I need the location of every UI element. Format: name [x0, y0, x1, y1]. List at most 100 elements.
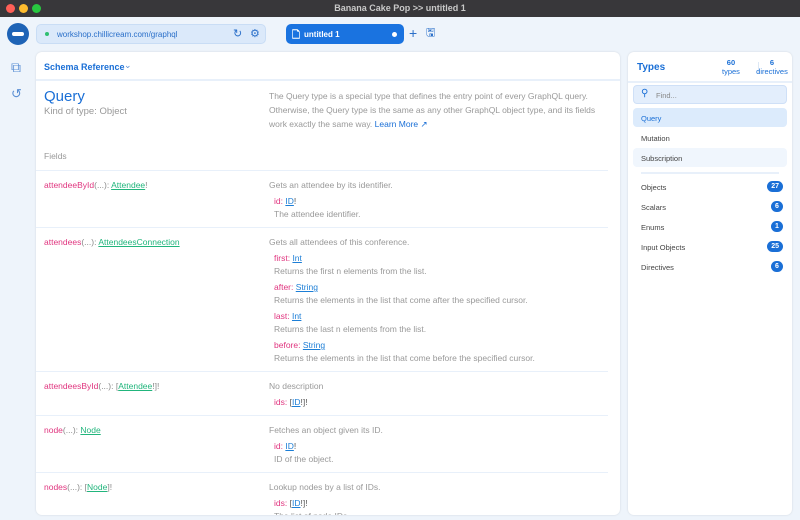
schema-reference-header[interactable]: Schema Reference ⌄	[36, 52, 620, 81]
argument: after: String Returns the elements in the…	[274, 282, 608, 305]
category-input-objects[interactable]: Input Objects 25	[641, 241, 783, 252]
divider	[628, 81, 792, 83]
colon: :	[284, 498, 290, 508]
operation-query[interactable]: Query	[633, 108, 787, 127]
type-prefix: [	[115, 381, 119, 391]
tab-untitled-1[interactable]: 🗋 untitled 1	[286, 24, 404, 44]
gear-icon[interactable]: ⚙	[250, 28, 260, 40]
category-objects[interactable]: Objects 27	[641, 181, 783, 192]
save-icon[interactable]: 🖫	[426, 27, 436, 39]
maximize-window-button[interactable]	[32, 4, 41, 13]
argument-type-link[interactable]: ID	[291, 397, 301, 407]
count-badge: 6	[771, 201, 783, 212]
colon: :	[280, 441, 286, 451]
field-signature: attendees(...): AttendeesConnection	[44, 237, 180, 247]
argument-type-link[interactable]: ID	[285, 441, 294, 451]
argument-type-link[interactable]: Int	[292, 253, 302, 263]
endpoint-url-field[interactable]: workshop.chillicream.com/graphql ↻ ⚙	[36, 24, 266, 44]
type-prefix: [	[289, 397, 292, 407]
field-args[interactable]: (...)	[81, 237, 95, 247]
field-row: node(...): Node Fetches an object given i…	[36, 415, 608, 472]
field-args[interactable]: (...)	[67, 482, 80, 492]
argument-signature: after: String	[274, 282, 608, 292]
argument-name: after	[274, 282, 292, 292]
learn-more-link[interactable]: Learn More ↗	[375, 119, 428, 129]
minimize-window-button[interactable]	[19, 4, 28, 13]
argument-type-link[interactable]: String	[302, 340, 326, 350]
chevron-down-icon[interactable]: ⌄	[124, 60, 132, 70]
close-window-button[interactable]	[6, 4, 15, 13]
search-placeholder: Find...	[656, 91, 677, 100]
category-scalars[interactable]: Scalars 6	[641, 201, 783, 212]
argument-type-link[interactable]: ID	[291, 498, 301, 508]
field-name: nodes	[44, 482, 68, 492]
field-type-link[interactable]: Node	[80, 425, 101, 435]
field-row: nodes(...): [Node]! Lookup nodes by a lis…	[36, 472, 608, 515]
field-signature: attendeesById(...): [Attendee!]!	[44, 381, 159, 391]
argument-type-link[interactable]: String	[295, 282, 318, 292]
add-tab-icon[interactable]: +	[409, 25, 418, 41]
field-type-link[interactable]: Node	[87, 482, 108, 492]
schema-reference-panel: Schema Reference ⌄ Query Kind of type: O…	[36, 52, 620, 515]
connection-status-icon	[45, 32, 49, 36]
category-label: Enums	[641, 223, 665, 232]
copy-documents-icon[interactable]: ⧉	[11, 59, 21, 75]
type-suffix: !]!	[300, 397, 308, 407]
argument-name: ids	[274, 498, 285, 508]
type-search-input[interactable]: ⚲ Find...	[633, 85, 787, 104]
field-signature: nodes(...): [Node]!	[44, 482, 112, 492]
argument: ids: [ID!]!	[274, 397, 608, 407]
type-suffix: !	[293, 196, 297, 206]
argument-description: Returns the first n elements from the li…	[274, 266, 427, 276]
argument-description: The list of node IDs.	[274, 511, 608, 515]
divider	[641, 172, 779, 174]
field-name: node	[44, 425, 63, 435]
field-args[interactable]: (...)	[98, 381, 112, 391]
field-signature: attendeeById(...): Attendee!	[44, 180, 148, 190]
endpoint-url: workshop.chillicream.com/graphql	[57, 30, 178, 39]
field-args[interactable]: (...)	[62, 425, 76, 435]
history-icon[interactable]: ↺	[11, 86, 22, 101]
type-suffix: !	[293, 441, 297, 451]
schema-reference-title[interactable]: Schema Reference	[44, 62, 125, 72]
field-description: Gets an attendee by its identifier.	[269, 180, 393, 190]
argument-signature: first: Int	[274, 253, 608, 263]
field-args[interactable]: (...)	[94, 180, 107, 190]
field-row: attendees(...): AttendeesConnection Gets …	[36, 227, 608, 371]
category-enums[interactable]: Enums 1	[641, 221, 783, 232]
field-type-link[interactable]: Attendee	[111, 180, 146, 190]
argument-description: Returns the elements in the list that co…	[274, 353, 535, 363]
argument-type-link[interactable]: ID	[285, 196, 294, 206]
colon: :	[79, 482, 85, 492]
argument-name: before	[274, 340, 299, 350]
field-name: attendees	[44, 237, 82, 247]
field-description: No description	[269, 381, 324, 391]
type-prefix: [	[84, 482, 88, 492]
field-type-link[interactable]: AttendeesConnection	[98, 237, 180, 247]
category-label: Directives	[641, 263, 674, 272]
argument-name: id	[274, 441, 281, 451]
colon: :	[106, 180, 112, 190]
refresh-icon[interactable]: ↻	[233, 28, 243, 40]
operation-mutation[interactable]: Mutation	[633, 128, 787, 147]
learn-more-label: Learn More	[374, 119, 419, 129]
category-directives[interactable]: Directives 6	[641, 261, 783, 272]
fields-label: Fields	[44, 151, 67, 161]
argument-signature: ids: [ID!]!	[274, 498, 608, 508]
types-count-value: 60	[726, 58, 736, 67]
operation-subscription[interactable]: Subscription	[633, 148, 787, 167]
argument-name: first	[274, 253, 288, 263]
external-link-icon: ↗	[420, 119, 428, 129]
types-count-label: types	[722, 67, 740, 76]
type-prefix: [	[289, 498, 292, 508]
argument-signature: ids: [ID!]!	[274, 397, 608, 407]
argument-type-link[interactable]: Int	[291, 311, 302, 321]
type-description: The Query type is a special type that de…	[269, 89, 614, 131]
operation-label: Subscription	[641, 154, 683, 163]
description-text: The Query type is a special type that de…	[269, 91, 596, 129]
colon: :	[298, 340, 303, 350]
colon: :	[287, 253, 293, 263]
colon: :	[94, 237, 99, 247]
field-type-link[interactable]: Attendee	[118, 381, 153, 391]
operation-label: Query	[641, 114, 662, 123]
